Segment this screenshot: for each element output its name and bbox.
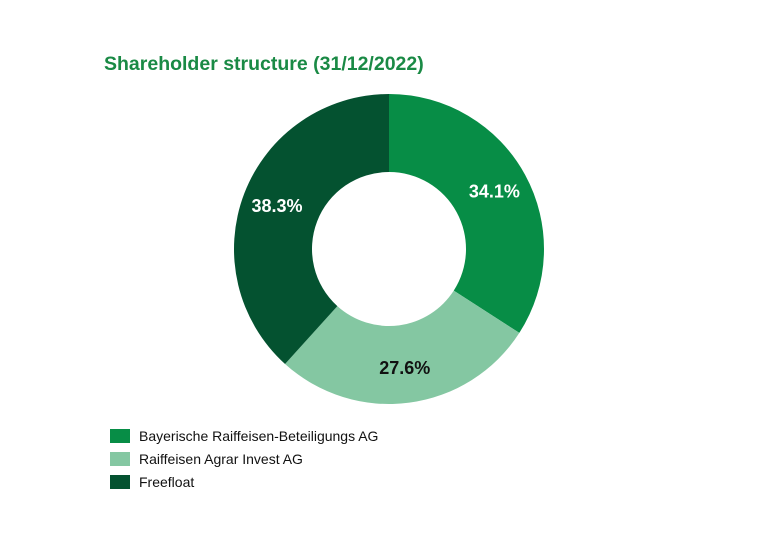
chart-title: Shareholder structure (31/12/2022): [104, 53, 424, 75]
data-label-bayerische: 34.1%: [469, 182, 520, 202]
data-label-raiffeisen-agrar: 27.6%: [379, 358, 430, 378]
legend-swatch-freefloat: [110, 474, 130, 489]
donut-slice-raiffeisen-agrar: [285, 290, 520, 404]
donut-slice-bayerische: [389, 94, 544, 333]
legend-item-bayerische: Bayerische Raiffeisen-Beteiligungs AG: [110, 424, 378, 447]
data-label-freefloat: 38.3%: [251, 196, 302, 216]
legend-swatch-bayerische: [110, 428, 130, 443]
legend-label-raiffeisen-agrar: Raiffeisen Agrar Invest AG: [139, 450, 303, 467]
legend-label-freefloat: Freefloat: [139, 473, 195, 490]
legend-swatch-raiffeisen-agrar: [110, 451, 130, 466]
legend: Bayerische Raiffeisen-Beteiligungs AG Ra…: [110, 424, 378, 493]
legend-item-raiffeisen-agrar: Raiffeisen Agrar Invest AG: [110, 447, 378, 470]
legend-label-bayerische: Bayerische Raiffeisen-Beteiligungs AG: [139, 427, 379, 444]
legend-item-freefloat: Freefloat: [110, 470, 378, 493]
donut-slice-freefloat: [233, 94, 389, 364]
